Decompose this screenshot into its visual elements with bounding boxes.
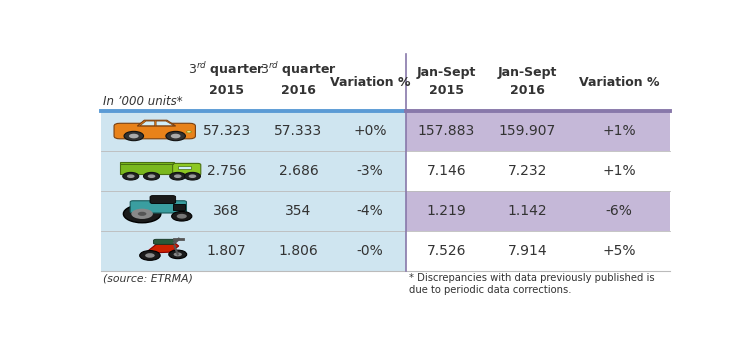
Text: 2016: 2016 [281, 84, 316, 97]
Text: -4%: -4% [357, 204, 383, 218]
Text: 7.914: 7.914 [508, 244, 548, 258]
Polygon shape [148, 242, 178, 253]
Text: 57.323: 57.323 [202, 124, 250, 138]
Circle shape [171, 134, 181, 138]
Bar [406, 151, 670, 191]
Text: 157.883: 157.883 [418, 124, 475, 138]
Circle shape [123, 205, 160, 223]
Text: 7.146: 7.146 [427, 164, 466, 178]
Bar [100, 151, 406, 191]
Circle shape [131, 209, 153, 219]
Bar [178, 166, 191, 169]
Bar [406, 231, 670, 270]
Circle shape [148, 174, 155, 178]
Text: -0%: -0% [357, 244, 383, 258]
Text: -6%: -6% [606, 204, 632, 218]
Text: +1%: +1% [602, 124, 636, 138]
Text: 7.232: 7.232 [508, 164, 547, 178]
Circle shape [129, 134, 139, 138]
Text: 368: 368 [213, 204, 240, 218]
Text: 7.526: 7.526 [427, 244, 466, 258]
Text: 1.807: 1.807 [207, 244, 247, 258]
Text: $3^{rd}$ quarter: $3^{rd}$ quarter [188, 60, 265, 79]
Circle shape [124, 131, 143, 141]
Text: Variation %: Variation % [330, 76, 410, 89]
Circle shape [173, 252, 182, 256]
Text: (source: ETRMA): (source: ETRMA) [103, 273, 193, 283]
Text: 159.907: 159.907 [499, 124, 556, 138]
Text: * Discrepancies with data previously published is
due to periodic data correctio: * Discrepancies with data previously pub… [409, 273, 655, 295]
Text: 2.756: 2.756 [207, 164, 246, 178]
Text: $3^{rd}$ quarter: $3^{rd}$ quarter [260, 60, 337, 79]
Circle shape [177, 214, 187, 219]
FancyBboxPatch shape [154, 239, 176, 244]
Circle shape [166, 131, 185, 141]
Circle shape [172, 211, 192, 221]
FancyBboxPatch shape [114, 123, 196, 139]
Bar [406, 191, 670, 231]
Text: 2015: 2015 [429, 84, 464, 97]
Polygon shape [140, 121, 154, 126]
Bar [100, 54, 670, 270]
Circle shape [188, 174, 196, 178]
FancyBboxPatch shape [150, 195, 176, 203]
Circle shape [123, 172, 139, 180]
Bar [119, 163, 174, 165]
Bar [100, 191, 406, 231]
Polygon shape [156, 121, 174, 126]
Circle shape [184, 172, 200, 180]
Circle shape [143, 172, 160, 180]
Text: +5%: +5% [602, 244, 636, 258]
Text: 2015: 2015 [209, 84, 244, 97]
Text: +1%: +1% [602, 164, 636, 178]
Text: 354: 354 [285, 204, 311, 218]
FancyBboxPatch shape [172, 163, 201, 175]
Ellipse shape [186, 131, 191, 133]
Text: 1.142: 1.142 [508, 204, 548, 218]
Text: -3%: -3% [357, 164, 383, 178]
Circle shape [146, 253, 154, 258]
Text: Jan-Sept: Jan-Sept [498, 66, 557, 79]
Text: 1.219: 1.219 [427, 204, 466, 218]
Bar [172, 204, 185, 210]
Text: Variation %: Variation % [579, 76, 659, 89]
Polygon shape [137, 120, 176, 126]
Text: In ’000 units*: In ’000 units* [103, 95, 183, 108]
Text: +0%: +0% [353, 124, 387, 138]
Bar [406, 111, 670, 151]
Text: 2.686: 2.686 [278, 164, 318, 178]
Circle shape [169, 250, 187, 259]
Circle shape [127, 174, 134, 178]
Bar [100, 111, 406, 151]
Text: 57.333: 57.333 [274, 124, 322, 138]
Text: Jan-Sept: Jan-Sept [417, 66, 476, 79]
Circle shape [170, 172, 186, 180]
Bar [119, 162, 174, 174]
Circle shape [140, 251, 160, 260]
Bar [100, 231, 406, 270]
Circle shape [174, 174, 182, 178]
Text: 1.806: 1.806 [278, 244, 318, 258]
Text: 2016: 2016 [510, 84, 544, 97]
Circle shape [138, 212, 146, 216]
FancyBboxPatch shape [130, 201, 187, 213]
